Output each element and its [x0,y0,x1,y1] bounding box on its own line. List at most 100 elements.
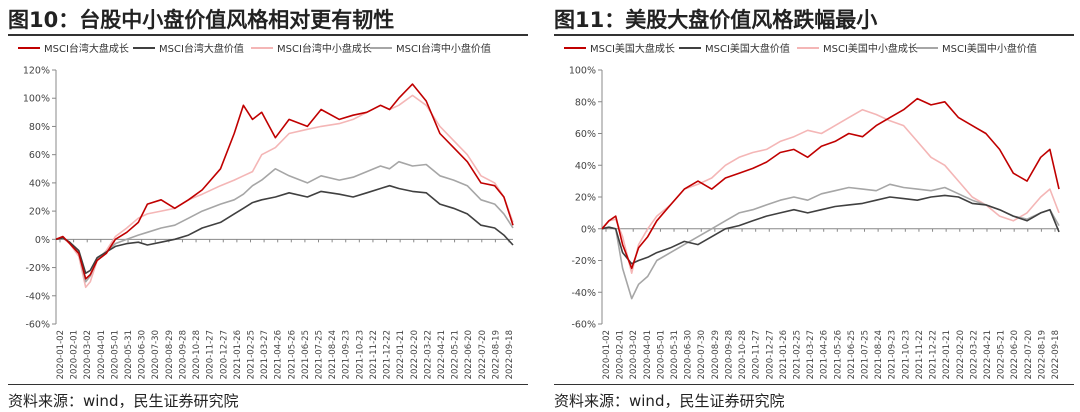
x-tick-label: 2020-08-29 [711,330,721,379]
legend-label: MSCI台湾中小盘价值 [396,42,491,55]
x-tick-label: 2020-09-28 [178,330,188,379]
x-tick-label: 2021-07-25 [861,330,871,379]
x-tick-label: 2020-03-02 [83,330,93,379]
series-line [55,83,514,280]
x-tick-label: 2022-06-20 [1010,330,1020,379]
legend-item: MSCI美国中小盘价值 [916,42,1037,55]
x-tick-label: 2022-09-18 [1051,330,1061,379]
x-tick-label: 2020-01-02 [56,330,66,379]
y-tick-label: -20% [571,256,596,267]
x-tick-label: 2021-02-25 [792,330,802,379]
legend-label: MSCI美国中小盘成长 [823,42,918,55]
source-divider [8,384,528,385]
series-line [55,94,514,289]
legend-label: MSCI美国大盘价值 [705,42,790,55]
x-tick-label: 2022-05-21 [997,330,1007,379]
x-tick-label: 2020-02-01 [70,330,80,379]
x-tick-label: 2020-04-01 [97,330,107,379]
x-tick-label: 2021-01-26 [779,330,789,379]
series-line [55,160,514,283]
x-tick-label: 2021-09-23 [888,330,898,379]
x-tick-label: 2020-06-30 [138,330,148,379]
x-tick-label: 2021-05-26 [833,330,843,379]
x-tick-label: 2022-08-19 [491,330,501,379]
y-tick-label: -20% [25,263,50,274]
taiwan-style-line-chart: MSCI台湾大盘成长 MSCI台湾大盘价值 MSCI台湾中小盘成长 MSCI台湾中小盘… [18,42,515,379]
x-tick-label: 2022-05-21 [451,330,461,379]
x-tick-label: 2021-07-25 [315,330,325,379]
x-tick-label: 2020-10-28 [738,330,748,379]
x-tick-label: 2021-04-26 [820,330,830,379]
chart-legend: MSCI美国大盘成长 MSCI美国大盘价值 MSCI美国中小盘成长 MSCI美国中小盘… [564,42,1037,55]
y-tick-label: -60% [571,320,596,331]
x-tick-label: 2020-06-30 [684,330,694,379]
x-tick-label: 2020-10-28 [192,330,202,379]
series-line [601,183,1060,300]
x-tick-label: 2020-05-31 [670,330,680,379]
legend-item: MSCI美国大盘成长 [564,42,675,55]
title-divider [8,34,528,36]
x-tick-label: 2020-11-27 [206,330,216,379]
source-note: 资料来源：wind，民生证券研究院 [8,392,239,410]
y-tick-label: 60% [575,129,596,140]
source-note: 资料来源：wind，民生证券研究院 [554,392,785,410]
y-tick-label: -40% [571,288,596,299]
x-tick-label: 2020-04-01 [643,330,653,379]
x-tick-label: 2021-03-27 [806,330,816,379]
y-tick-label: 20% [575,193,596,204]
x-tick-label: 2022-01-21 [396,330,406,379]
y-tick-label: -40% [25,291,50,302]
y-tick-label: -60% [25,320,50,331]
y-tick-label: 40% [575,161,596,172]
x-tick-label: 2022-04-21 [983,330,993,379]
x-tick-label: 2022-07-20 [1024,330,1034,379]
y-tick-label: 0% [35,235,50,246]
legend-item: MSCI美国中小盘成长 [797,42,918,55]
legend-label: MSCI美国大盘成长 [590,42,675,55]
x-tick-label: 2021-05-26 [287,330,297,379]
x-tick-label: 2022-01-21 [942,330,952,379]
x-tick-label: 2021-03-27 [260,330,270,379]
chart-title: 图10：台股中小盘价值风格相对更有韧性 [8,8,395,32]
x-tick-label: 2020-07-30 [697,330,707,379]
legend-item: MSCI美国大盘价值 [679,42,790,55]
x-tick-label: 2022-03-22 [969,330,979,379]
x-tick-label: 2021-09-23 [342,330,352,379]
legend-item: MSCI台湾中小盘成长 [251,42,372,55]
legend-item: MSCI台湾大盘成长 [18,42,129,55]
series-line [601,97,1060,270]
legend-item: MSCI台湾中小盘价值 [370,42,491,55]
x-tick-label: 2021-12-22 [383,330,393,379]
y-tick-label: 80% [575,97,596,108]
x-tick-label: 2021-11-22 [369,330,379,379]
y-tick-label: 0% [581,224,596,235]
x-tick-label: 2022-03-22 [423,330,433,379]
y-tick-label: 40% [29,178,50,189]
x-tick-label: 2021-06-25 [301,330,311,379]
x-tick-label: 2020-03-02 [629,330,639,379]
x-tick-label: 2022-04-21 [437,330,447,379]
series-line [601,194,1060,265]
right-chart-panel: 图11：美股大盘价值风格跌幅最小 MSCI美国大盘成长 MSCI美国大盘价值 MSC… [554,0,1074,412]
x-tick-label: 2021-10-23 [901,330,911,379]
x-tick-label: 2020-05-01 [656,330,666,379]
legend-label: MSCI美国中小盘价值 [942,42,1037,55]
x-tick-label: 2021-10-23 [355,330,365,379]
y-tick-label: 100% [569,66,596,77]
x-tick-label: 2020-11-27 [752,330,762,379]
legend-label: MSCI台湾大盘价值 [159,42,244,55]
chart-title: 图11：美股大盘价值风格跌幅最小 [554,8,878,32]
x-tick-label: 2020-05-01 [110,330,120,379]
x-tick-label: 2022-02-20 [410,330,420,379]
x-tick-label: 2022-06-20 [464,330,474,379]
series-line [55,184,514,274]
x-tick-label: 2020-07-30 [151,330,161,379]
x-tick-label: 2021-02-25 [246,330,256,379]
legend-item: MSCI台湾大盘价值 [133,42,244,55]
x-tick-label: 2021-12-22 [929,330,939,379]
x-tick-label: 2020-12-27 [219,330,229,379]
source-divider [554,384,1074,385]
x-tick-label: 2022-02-20 [956,330,966,379]
y-tick-label: 80% [29,122,50,133]
